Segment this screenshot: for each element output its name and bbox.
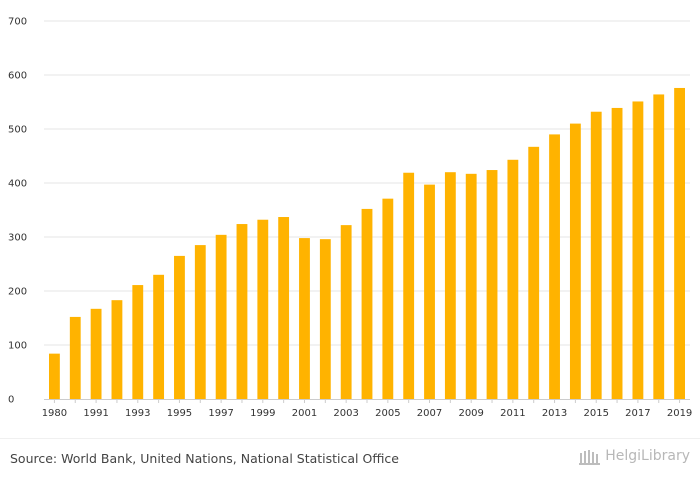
bar-1980[interactable] <box>49 353 60 399</box>
x-tick-label: 2003 <box>333 408 358 419</box>
x-tick-label: 1999 <box>250 408 275 419</box>
y-tick-label: 0 <box>8 395 14 406</box>
bar-2012[interactable] <box>528 146 540 399</box>
x-tick-label: 2011 <box>500 408 525 419</box>
bar-1995[interactable] <box>174 255 185 399</box>
y-tick-label: 700 <box>8 17 27 28</box>
y-tick-label: 100 <box>8 341 27 352</box>
bar-2007[interactable] <box>424 184 435 399</box>
x-tick-label: 2013 <box>542 408 567 419</box>
x-tick-label: 2019 <box>667 408 692 419</box>
bar-2009[interactable] <box>465 173 477 399</box>
bar-1994[interactable] <box>153 274 165 399</box>
library-icon <box>579 447 601 465</box>
x-tick-label: 2009 <box>458 408 483 419</box>
bar-2015[interactable] <box>590 111 602 399</box>
bar-1993[interactable] <box>132 285 144 399</box>
y-axis-ticks: 0 100 200 300 400 500 600 700 <box>8 17 27 406</box>
bar-2016[interactable] <box>611 107 623 399</box>
bar-2004[interactable] <box>361 208 373 399</box>
x-tick-label: 2007 <box>417 408 442 419</box>
x-tick-label: 1993 <box>125 408 150 419</box>
bar-2005[interactable] <box>382 198 394 399</box>
bar-2003[interactable] <box>340 225 352 399</box>
bar-1990[interactable] <box>69 316 81 399</box>
bar-2013[interactable] <box>549 134 560 399</box>
x-tick-label: 1995 <box>167 408 192 419</box>
bar-2011[interactable] <box>507 159 519 399</box>
bar-2019[interactable] <box>674 87 685 400</box>
bars <box>49 87 685 400</box>
bar-2001[interactable] <box>299 238 310 399</box>
bar-1998[interactable] <box>236 224 248 399</box>
source-note: Source: World Bank, United Nations, Nati… <box>10 451 399 466</box>
y-tick-label: 400 <box>8 179 27 190</box>
bar-1997[interactable] <box>215 234 227 399</box>
x-tick-label: 2001 <box>292 408 317 419</box>
bar-1992[interactable] <box>111 300 123 399</box>
bar-2002[interactable] <box>319 239 331 399</box>
y-tick-label: 600 <box>8 71 27 82</box>
x-tick-label: 2015 <box>583 408 608 419</box>
bar-2018[interactable] <box>653 94 665 399</box>
bar-1996[interactable] <box>194 245 206 399</box>
x-tick-label: 2017 <box>625 408 650 419</box>
y-tick-label: 200 <box>8 287 27 298</box>
bar-1991[interactable] <box>90 308 102 399</box>
y-tick-label: 500 <box>8 125 27 136</box>
bar-1999[interactable] <box>257 219 269 399</box>
x-axis-ticks: 1980 1991 1993 1995 1997 1999 2001 2003 2005 2007… <box>42 399 692 419</box>
bar-2010[interactable] <box>486 170 498 399</box>
y-tick-label: 300 <box>8 233 27 244</box>
brand-name: HelgiLibrary <box>605 448 690 464</box>
brand-logo[interactable]: HelgiLibrary <box>579 447 690 465</box>
footer-divider <box>0 438 700 439</box>
bar-2017[interactable] <box>632 101 644 400</box>
bar-2014[interactable] <box>569 123 581 399</box>
x-tick-label: 2005 <box>375 408 400 419</box>
x-tick-label: 1980 <box>42 408 67 419</box>
bar-2000[interactable] <box>278 217 290 399</box>
x-tick-label: 1997 <box>208 408 233 419</box>
bar-2008[interactable] <box>444 172 456 399</box>
x-tick-label: 1991 <box>83 408 108 419</box>
bar-2006[interactable] <box>403 172 415 399</box>
